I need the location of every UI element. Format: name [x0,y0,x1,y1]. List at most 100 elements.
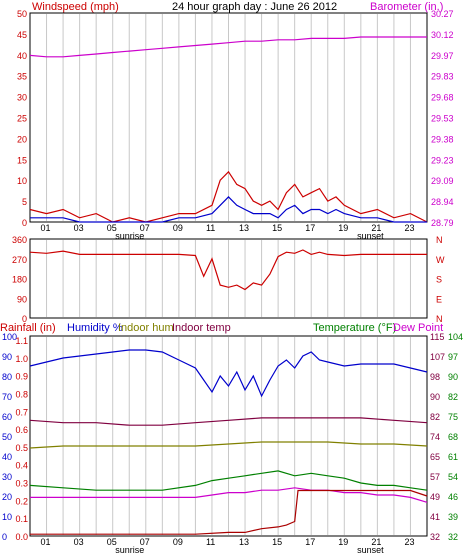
windspeed-line [29,170,428,223]
rainfall-axis-title: Rainfall (in) [0,322,56,334]
humidity-y-tick-label: 20 [2,492,12,502]
x-tick-label: 13 [239,223,249,233]
temp-y-tick-label-inner: 90 [430,392,440,402]
direction-y-tick-label: 360 [12,235,27,245]
rain-y-tick-label: 0.1 [15,514,28,524]
baro-y-tick-label: 29.38 [431,134,454,144]
rain-y-tick-label: 0.5 [15,443,28,453]
temperature-f-line [29,470,428,491]
rain-y-tick-label: 0.3 [15,479,28,489]
dew-point-axis-title: Dew Point [393,322,443,334]
windspeed-axis-title: Windspeed (mph) [32,1,119,13]
direction-y-tick-label: 270 [12,255,27,265]
indoor-hum-axis-title: Indoor hum [118,322,174,334]
x-tick-label: 07 [140,223,150,233]
temp-y-tick-label-outer: 90 [448,372,458,382]
humidity-y-tick-label: 90 [2,352,12,362]
temp-y-tick-label-outer: 54 [448,472,458,482]
x-tick-label: 11 [206,537,215,547]
baro-y-tick-label: 30.12 [431,30,454,40]
temp-y-tick-label-inner: 98 [430,372,440,382]
humidity-y-tick-label: 40 [2,452,12,462]
x-tick-label: 17 [305,223,315,233]
humidity-y-tick-label: 10 [2,512,12,522]
x-tick-label: 23 [404,537,414,547]
rain-y-tick-label: 0.8 [15,389,28,399]
x-tick-label: 03 [74,537,84,547]
x-tick-label: 01 [41,223,51,233]
rain-y-tick-label: 0.6 [15,425,28,435]
temp-y-tick-label-outer: 104 [448,332,463,342]
baro-y-tick-label: 29.53 [431,114,454,124]
rain-y-tick-label: 0.2 [15,496,28,506]
wind-y-tick-label: 50 [17,9,27,19]
wind-y-tick-label: 40 [17,51,27,61]
wind-y-tick-label: 35 [17,72,27,82]
temp-y-tick-label-inner: 57 [430,472,440,482]
baro-y-tick-label: 29.09 [431,176,454,186]
temp-y-tick-label-inner: 107 [430,352,445,362]
temp-y-tick-label-inner: 49 [430,492,440,502]
sunrise-label-2: sunrise [115,545,144,555]
sunset-label-1: sunset [357,231,384,241]
x-tick-label: 05 [107,537,117,547]
baro-y-tick-label: 29.97 [431,51,454,61]
temp-y-tick-label-inner: 115 [430,332,444,342]
x-tick-label: 15 [272,537,282,547]
wind-y-tick-label: 30 [17,93,27,103]
temp-y-tick-label-outer: 68 [448,432,458,442]
rain-y-tick-label: 0.9 [15,372,28,382]
wind-y-tick-label: 15 [17,155,27,165]
graph-title: 24 hour graph day : June 26 2012 [172,1,337,13]
temp-y-tick-label-inner: 74 [430,432,440,442]
temp-y-tick-label-outer: 82 [448,392,458,402]
series-lines [29,36,428,535]
baro-y-tick-label: 29.23 [431,155,454,165]
temp-y-tick-label-outer: 39 [448,512,458,522]
humidity-y-tick-label: 100 [2,332,17,342]
x-tick-label: 21 [371,537,381,547]
barometer-line [29,36,427,58]
temp-y-tick-label-outer: 97 [448,352,458,362]
dew-point-line [30,487,428,503]
x-tick-label: 03 [74,223,84,233]
x-tick-label: 11 [206,223,215,233]
temp-y-tick-label-inner: 32 [430,532,440,542]
rainfall-in-line [30,489,428,535]
rain-y-tick-label: 0.4 [15,461,28,471]
rain-y-tick-label: 0.0 [15,532,28,542]
x-tick-label: 23 [404,223,414,233]
temp-y-tick-label-inner: 82 [430,412,440,422]
compass-tick-label: E [436,294,442,304]
temp-y-tick-label-outer: 32 [448,532,458,542]
x-tick-label: 15 [272,223,282,233]
baro-y-tick-label: 28.94 [431,197,454,207]
compass-tick-label: W [436,255,445,265]
indoor-temp-line [29,417,428,426]
compass-tick-label: N [436,235,443,245]
humidity-y-tick-label: 80 [2,372,12,382]
x-tick-label: 13 [239,537,249,547]
wind-y-tick-label: 10 [17,176,27,186]
baro-y-tick-label: 28.79 [431,218,454,228]
x-tick-label: 09 [173,223,183,233]
x-tick-label: 19 [338,537,348,547]
humidity-y-tick-label: 0 [2,532,7,542]
wind-y-tick-label: 5 [22,197,27,207]
wind-direction-line [29,249,427,291]
indoor-hum-line [29,441,428,449]
rain-y-tick-label: 0.7 [15,407,28,417]
temp-y-tick-label-outer: 46 [448,492,458,502]
wind-y-tick-label: 25 [17,114,27,124]
baro-y-tick-label: 29.83 [431,72,454,82]
humidity-line [29,349,428,398]
sunset-label-2: sunset [357,545,384,555]
x-tick-label: 01 [41,537,51,547]
humidity-y-tick-label: 50 [2,432,12,442]
temp-y-tick-label-outer: 61 [448,452,458,462]
compass-tick-label: N [436,314,443,324]
temp-y-tick-label-inner: 65 [430,452,440,462]
humidity-axis-title: Humidity % [67,322,123,334]
barometer-axis-title: Barometer (in.) [370,1,443,13]
